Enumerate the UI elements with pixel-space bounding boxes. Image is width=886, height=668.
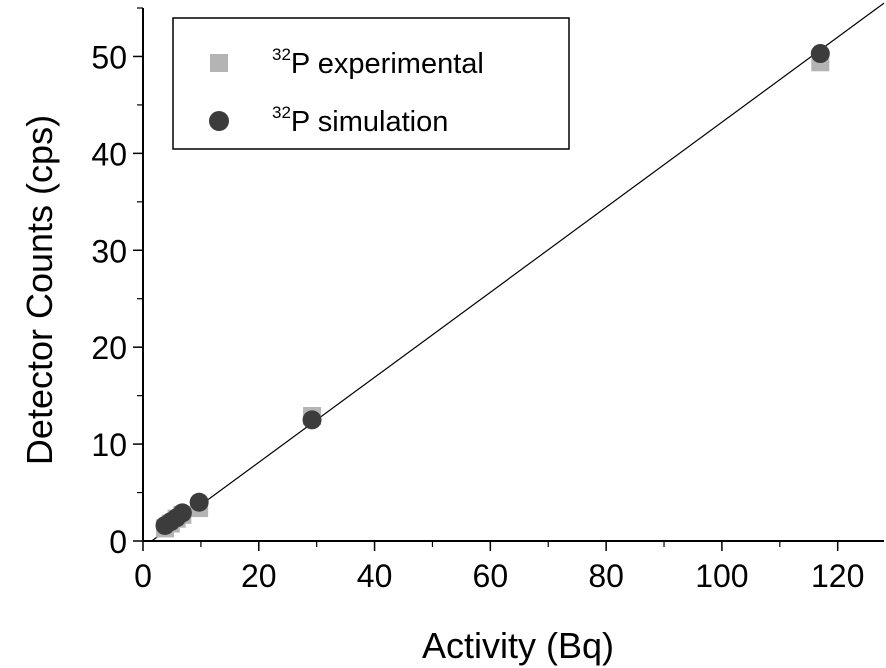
x-axis-label: Activity (Bq) bbox=[422, 625, 614, 666]
x-tick-label: 40 bbox=[357, 558, 393, 594]
y-axis-label: Detector Counts (cps) bbox=[19, 115, 60, 465]
x-tick-label: 100 bbox=[695, 558, 748, 594]
simulation-point bbox=[172, 503, 192, 523]
x-tick-label: 0 bbox=[134, 558, 152, 594]
y-tick-label: 0 bbox=[109, 524, 127, 560]
simulation-point bbox=[810, 44, 830, 64]
x-tick-label: 60 bbox=[473, 558, 509, 594]
legend-square-marker bbox=[210, 54, 228, 72]
x-tick-label: 120 bbox=[811, 558, 864, 594]
y-tick-label: 30 bbox=[91, 233, 127, 269]
legend-circle-marker bbox=[209, 111, 229, 131]
fit-line-layer bbox=[151, 2, 885, 542]
legend-label-experimental: 32P experimental bbox=[272, 45, 484, 80]
legend-sup-simulation: 32 bbox=[272, 103, 291, 122]
y-tick-label: 40 bbox=[91, 136, 127, 172]
legend-entry-experimental: 32P experimental bbox=[210, 45, 484, 80]
y-tick-label: 20 bbox=[91, 330, 127, 366]
axes bbox=[133, 7, 884, 551]
simulation-point bbox=[189, 492, 209, 512]
tick-labels: 0 20 40 60 80 100 120 0 10 20 30 40 50 bbox=[91, 39, 864, 594]
legend-label-simulation: 32P simulation bbox=[272, 103, 448, 138]
data-points bbox=[155, 44, 830, 538]
legend-text-experimental: P experimental bbox=[291, 48, 484, 80]
x-tick-label: 20 bbox=[241, 558, 277, 594]
fit-line bbox=[151, 2, 885, 542]
y-tick-label: 10 bbox=[91, 427, 127, 463]
x-tick-label: 80 bbox=[588, 558, 624, 594]
legend: 32P experimental 32P simulation bbox=[172, 17, 570, 150]
simulation-point bbox=[302, 410, 322, 430]
y-tick-label: 50 bbox=[91, 39, 127, 75]
legend-box bbox=[172, 17, 570, 150]
legend-text-simulation: P simulation bbox=[291, 106, 448, 138]
legend-sup-experimental: 32 bbox=[272, 45, 291, 64]
legend-entry-simulation: 32P simulation bbox=[209, 103, 448, 138]
